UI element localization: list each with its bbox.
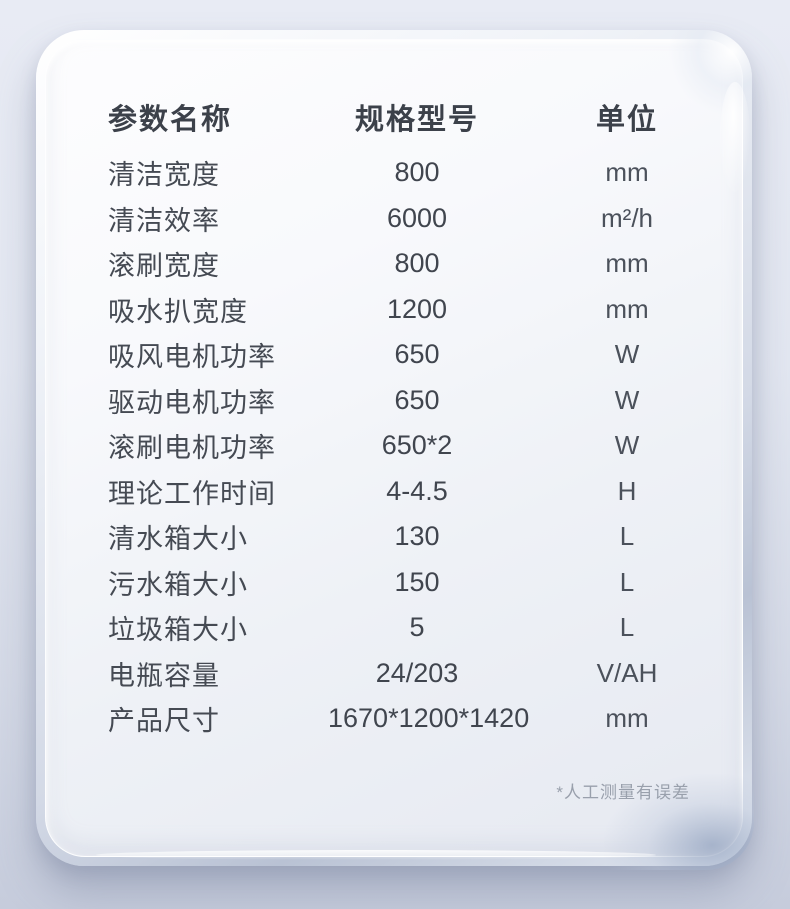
table-row: 吸风电机功率 650 W (108, 332, 748, 378)
param-value: 150 (394, 566, 440, 597)
table-row: 理论工作时间 4-4.5 H (108, 469, 748, 515)
table-body: 清洁宽度 800 mm 清洁效率 6000 m²/h 滚刷宽度 800 mm 吸… (108, 150, 748, 742)
table-row: 清洁宽度 800 mm (108, 150, 748, 196)
param-value: 4-4.5 (386, 475, 448, 506)
table-row: 清水箱大小 130 L (108, 514, 748, 560)
table-row: 垃圾箱大小 5 L (108, 605, 748, 651)
param-name: 吸风电机功率 (108, 342, 276, 373)
table-header-row: 参数名称 规格型号 单位 (108, 92, 748, 142)
table-row: 驱动电机功率 650 W (108, 378, 748, 424)
param-name: 吸水扒宽度 (108, 296, 248, 327)
header-param-name: 参数名称 (108, 104, 233, 136)
param-value: 650 (394, 339, 440, 370)
header-unit: 单位 (595, 104, 658, 136)
param-value: 130 (394, 521, 440, 552)
param-unit: mm (605, 293, 649, 324)
param-unit: m²/h (601, 202, 653, 233)
table-row: 清洁效率 6000 m²/h (108, 196, 748, 242)
table-row: 产品尺寸 1670*1200*1420 mm (108, 696, 748, 742)
param-value: 6000 (386, 202, 448, 233)
param-name: 理论工作时间 (108, 478, 276, 509)
param-value: 1200 (386, 293, 448, 324)
param-name: 滚刷宽度 (108, 251, 220, 282)
param-name: 驱动电机功率 (108, 387, 276, 418)
table-row: 电瓶容量 24/203 V/AH (108, 651, 748, 697)
table-row: 滚刷宽度 800 mm (108, 241, 748, 287)
param-name: 清水箱大小 (108, 524, 248, 555)
param-value: 24/203 (375, 657, 459, 688)
param-name: 清洁效率 (108, 205, 220, 236)
param-name: 垃圾箱大小 (108, 615, 248, 646)
spec-card: 参数名称 规格型号 单位 清洁宽度 800 mm 清洁效率 6000 m²/h … (36, 30, 754, 870)
param-name: 滚刷电机功率 (108, 433, 276, 464)
param-unit: mm (605, 248, 649, 279)
param-name: 产品尺寸 (108, 706, 220, 737)
table-row: 滚刷电机功率 650*2 W (108, 423, 748, 469)
param-unit: L (619, 521, 635, 552)
param-unit: mm (605, 157, 649, 188)
param-value: 800 (394, 157, 440, 188)
param-unit: W (614, 430, 640, 461)
param-unit: H (617, 475, 637, 506)
param-unit: L (619, 566, 635, 597)
param-value: 800 (394, 248, 440, 279)
table-row: 污水箱大小 150 L (108, 560, 748, 606)
param-name: 污水箱大小 (108, 569, 248, 600)
param-unit: W (614, 339, 640, 370)
param-unit: W (614, 384, 640, 415)
param-value: 1670*1200*1420 (328, 703, 530, 734)
param-value: 5 (409, 612, 425, 643)
param-unit: V/AH (596, 657, 658, 688)
param-unit: L (619, 612, 635, 643)
measurement-disclaimer: *人工测量有误差 (556, 783, 690, 802)
header-spec-model: 规格型号 (354, 104, 479, 136)
table-row: 吸水扒宽度 1200 mm (108, 287, 748, 333)
param-name: 电瓶容量 (108, 660, 220, 691)
spec-card-surface (45, 39, 743, 857)
spec-table: 参数名称 规格型号 单位 清洁宽度 800 mm 清洁效率 6000 m²/h … (108, 92, 748, 742)
param-name: 清洁宽度 (108, 160, 220, 191)
param-value: 650 (394, 384, 440, 415)
param-unit: mm (605, 703, 649, 734)
param-value: 650*2 (381, 430, 453, 461)
